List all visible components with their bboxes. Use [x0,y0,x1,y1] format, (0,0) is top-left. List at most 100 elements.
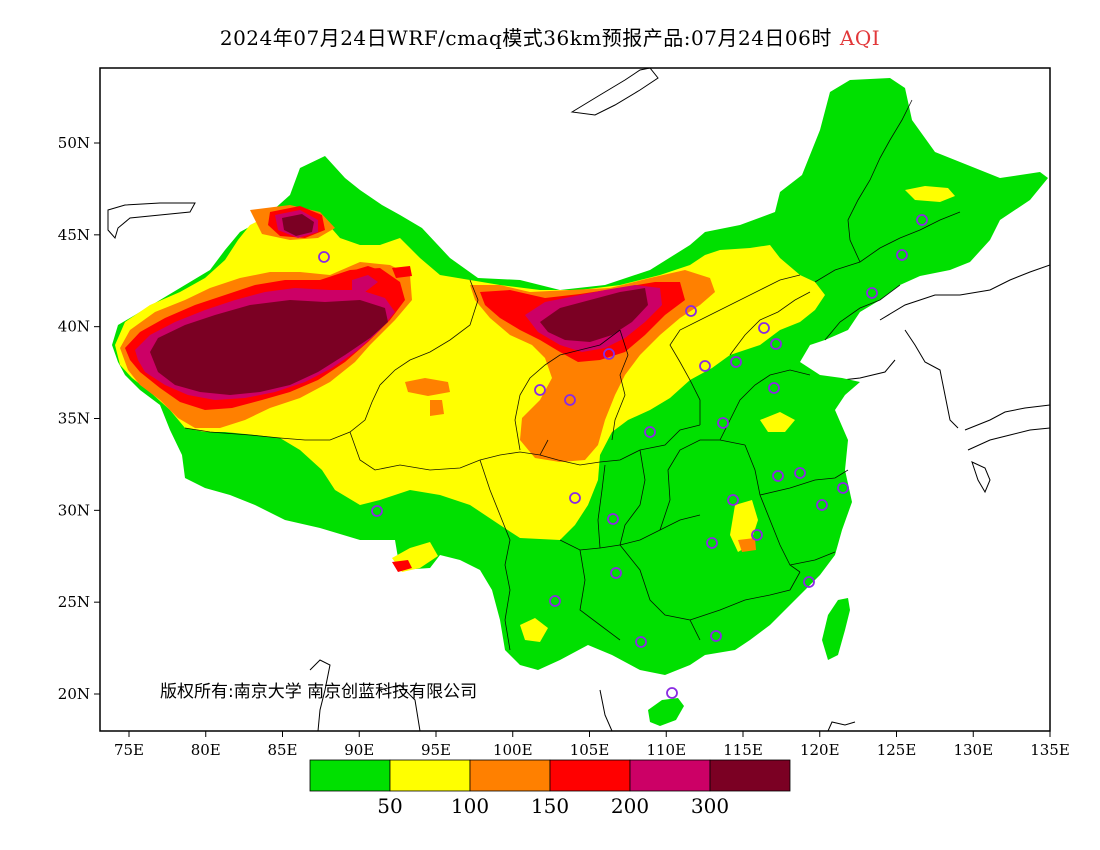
station-marker [371,505,383,517]
province-border [597,464,606,549]
coastline [599,689,613,731]
lon-tick-label: 135E [1030,741,1070,759]
aqi-region [738,538,756,552]
province-border [579,549,621,641]
station-marker [534,384,546,396]
aqi-region [150,300,388,395]
province-border [184,279,479,441]
lon-tick-label: 80E [191,741,221,759]
colorbar-swatch [629,759,711,792]
lon-tick-label: 115E [723,741,763,759]
lat-tick-label: 25N [58,593,90,611]
colorbar-swatch [309,759,391,792]
aqi-region [540,288,648,342]
lat-tick-label: 20N [58,685,90,703]
station-marker [607,513,619,525]
aqi-region [520,618,548,642]
aqi-region [282,214,314,236]
colorbar-label: 200 [611,794,649,818]
province-border [479,459,511,651]
colorbar-swatch [709,759,791,792]
latitude-axis: 20N 25N 30N 35N 40N 45N 50N [58,134,100,703]
station-marker [758,322,770,334]
lon-tick-label: 105E [570,741,610,759]
station-marker [564,394,576,406]
aqi-region [430,400,444,416]
lon-tick-label: 125E [877,741,917,759]
province-border [689,571,801,621]
station-marker [794,467,806,479]
lon-tick-label: 90E [344,741,374,759]
coastline [971,461,991,494]
station-marker [699,360,711,372]
coastline [827,721,856,731]
aqi-region [392,266,412,278]
colorbar-label: 100 [451,794,489,818]
coastline [570,68,659,116]
station-marker [549,595,561,607]
aqi-colorbar: 50 100 150 200 300 [309,759,791,818]
title-main: 2024年07月24日WRF/cmaq模式36km预报产品:07月24日06时 [219,26,832,50]
station-marker [685,305,697,317]
longitude-axis: 75E 80E 85E 90E 95E 100E 105E 110E 115E 120E 125E 1… [114,731,1070,759]
station-marker [751,529,763,541]
province-border [814,211,961,283]
station-marker [635,636,647,648]
province-border [514,329,621,451]
province-border [719,369,811,441]
aqi-region [905,186,955,202]
province-border [349,431,549,471]
aqi-region [352,275,378,292]
coastline [379,684,421,731]
coastline [904,329,959,429]
station-marker [770,338,782,350]
lon-tick-label: 75E [114,741,144,759]
lat-tick-label: 35N [58,410,90,428]
lon-tick-label: 95E [421,741,451,759]
station-markers [318,214,928,699]
lat-tick-label: 30N [58,501,90,519]
colorbar-label: 150 [531,794,569,818]
station-marker [772,470,784,482]
station-marker [837,482,849,494]
station-marker [727,494,739,506]
coastline [964,404,1050,431]
station-marker [768,382,780,394]
coastline [841,359,896,381]
province-border [669,274,801,425]
station-marker [318,251,330,263]
province-border [611,329,629,441]
station-marker [896,249,908,261]
colorbar-swatch [469,759,551,792]
province-border [824,284,901,341]
aqi-region-taiwan [822,598,850,660]
station-marker [916,214,928,226]
station-marker [803,576,815,588]
aqi-region-hainan [648,698,684,726]
station-marker [610,567,622,579]
colorbar-swatch [389,759,471,792]
coastline [967,427,1050,451]
lon-tick-label: 100E [493,741,533,759]
station-marker [730,356,742,368]
aqi-region [760,412,795,432]
province-border [619,449,646,546]
station-marker [710,630,722,642]
station-marker [706,537,718,549]
title-variable: AQI [839,26,881,50]
lon-tick-label: 130E [953,741,993,759]
province-border [619,544,701,641]
aqi-region [392,560,412,572]
province-border [759,469,849,496]
coastline [107,202,196,240]
copyright-text: 版权所有:南京大学 南京创蓝科技有限公司 [160,682,477,702]
map-title: 2024年07月24日WRF/cmaq模式36km预报产品:07月24日06时 A… [0,22,1100,51]
province-border [729,291,811,356]
province-border [789,551,836,566]
station-marker [717,417,729,429]
lat-tick-label: 45N [58,226,90,244]
coastline [309,659,331,731]
lon-tick-label: 120E [800,741,840,759]
map-frame [99,67,1051,732]
